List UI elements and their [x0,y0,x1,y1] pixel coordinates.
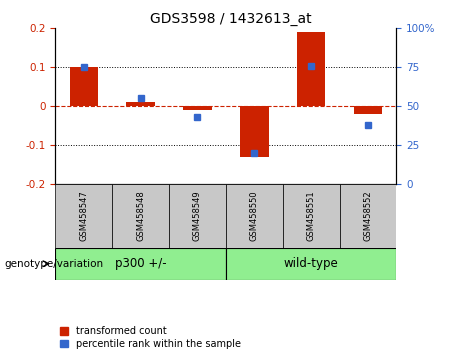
Bar [183,106,212,110]
Text: GSM458550: GSM458550 [250,190,259,241]
Bar [283,184,340,248]
Bar [226,184,283,248]
Bar [55,184,112,248]
Bar [354,106,382,114]
Bar [70,67,98,106]
Bar [112,184,169,248]
Bar [126,102,155,106]
Text: GSM458551: GSM458551 [307,190,316,241]
Text: GSM458548: GSM458548 [136,190,145,241]
Bar [169,184,226,248]
Text: GDS3598 / 1432613_at: GDS3598 / 1432613_at [150,12,311,27]
Bar [226,248,396,280]
Bar [240,106,268,157]
Text: GSM458549: GSM458549 [193,190,202,241]
Text: p300 +/-: p300 +/- [115,257,166,270]
Text: wild-type: wild-type [284,257,338,270]
Text: GSM458547: GSM458547 [79,190,88,241]
Bar [297,32,325,106]
Legend: transformed count, percentile rank within the sample: transformed count, percentile rank withi… [60,326,241,349]
Bar [55,248,226,280]
Bar [340,184,396,248]
Text: genotype/variation: genotype/variation [5,259,104,269]
Text: GSM458552: GSM458552 [364,190,372,241]
